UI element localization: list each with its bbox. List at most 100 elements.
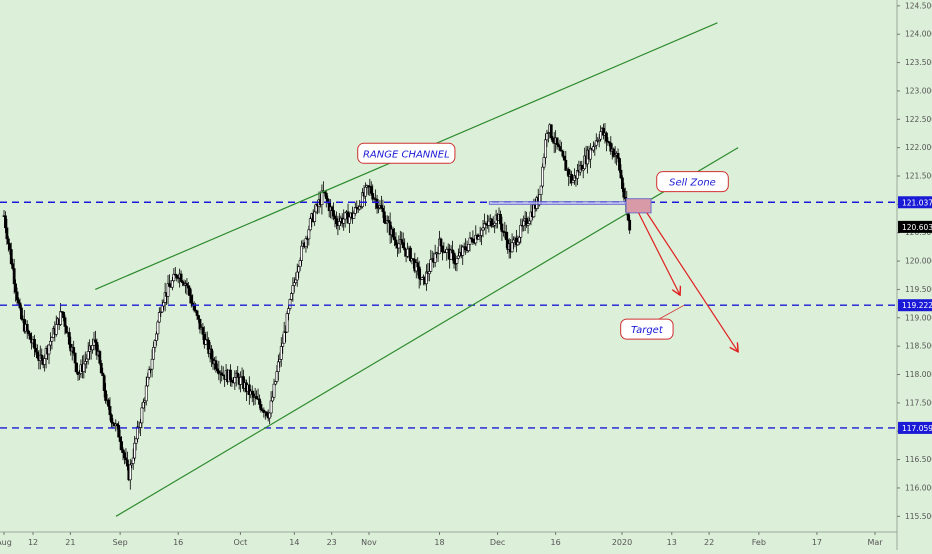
candle-body [285, 313, 289, 333]
candle [616, 148, 620, 163]
candle [111, 418, 115, 429]
candle-body [499, 213, 502, 225]
candle-body [131, 457, 135, 464]
candle [564, 150, 568, 171]
candle-body [15, 291, 19, 301]
candle-body [564, 159, 568, 171]
projection-arrow[interactable] [646, 212, 738, 352]
candle-body [279, 346, 283, 360]
candle-body [409, 247, 412, 262]
candle-body [85, 358, 89, 362]
candle-body [214, 360, 218, 370]
candle [125, 451, 129, 471]
candle [361, 188, 364, 209]
resistance-band[interactable] [488, 201, 644, 205]
candle-body [393, 236, 396, 241]
candle-body [108, 406, 112, 416]
candle-body [391, 228, 395, 238]
candle-body [118, 436, 122, 442]
candle [133, 435, 137, 461]
candle-body [47, 344, 51, 355]
price-tick-label: 120.000 [905, 257, 932, 266]
range-channel-label: RANGE CHANNEL [363, 149, 450, 160]
time-tick-label: Dec [490, 538, 505, 547]
candle [455, 255, 459, 272]
candle-body [561, 150, 565, 157]
candle-body [11, 263, 15, 269]
last-price-badge [898, 220, 932, 233]
candle-body [295, 271, 299, 281]
sell-zone-box[interactable] [625, 198, 652, 214]
candle-body [456, 255, 460, 259]
candle-body [616, 153, 620, 159]
candle-body [591, 146, 595, 151]
candle-body [255, 396, 258, 400]
candle-body [153, 340, 157, 348]
candle-body [107, 399, 110, 407]
candle-body [544, 139, 547, 158]
candle-body [72, 347, 76, 354]
candle-body [101, 372, 105, 376]
candle [156, 319, 160, 340]
candle-body [139, 422, 142, 428]
candle-body [551, 137, 555, 142]
candle-body [500, 223, 504, 232]
candle [352, 210, 356, 219]
projection-arrow[interactable] [638, 212, 680, 295]
candle [427, 263, 431, 282]
range-channel-label-callout[interactable]: RANGE CHANNEL [357, 142, 456, 164]
candle-body [35, 351, 39, 359]
candle [500, 216, 504, 241]
candle-body [146, 376, 150, 387]
candle [562, 155, 566, 161]
candle-body [512, 239, 515, 244]
candle-body [352, 213, 356, 219]
candle [594, 133, 598, 150]
price-tick-label: 124.500 [905, 1, 932, 10]
candle [108, 397, 112, 421]
candle-body [179, 273, 183, 282]
candle-body [5, 227, 9, 240]
candle [50, 336, 54, 350]
candle-body [381, 207, 385, 213]
candle-body [487, 220, 491, 226]
candle-body [144, 385, 148, 402]
time-tick-label: 21 [65, 538, 75, 547]
candle-body [17, 299, 20, 304]
candle [589, 143, 592, 169]
target-label-callout[interactable]: Target [620, 318, 674, 340]
price-axis: 124.500 124.000 123.500 123.000 122.500 122.0… [896, 0, 932, 550]
candle [409, 245, 412, 263]
candle-body [618, 158, 621, 171]
candle-body [307, 229, 311, 240]
time-axis: Aug 12 21 Sep 16 Oct 14 23 Nov 18 Dec 16 2020 13 22 Feb… [0, 531, 897, 547]
time-tick-label: Sep [113, 538, 128, 547]
time-tick-label: 17 [812, 538, 822, 547]
candle-body [128, 464, 132, 481]
candle [146, 372, 150, 387]
candle-body [528, 220, 531, 224]
candle [439, 237, 443, 253]
candle-body [201, 327, 205, 335]
candle-body [152, 346, 155, 360]
candle-body [519, 224, 523, 238]
candle [28, 332, 32, 340]
candle-body [526, 223, 530, 226]
candle [59, 302, 63, 326]
candle [544, 133, 547, 165]
candle [332, 202, 335, 221]
candle-body [150, 358, 154, 370]
candle-body [274, 381, 277, 385]
candle-body [192, 305, 196, 311]
candle-body [290, 293, 293, 300]
time-tick-label: Mar [867, 538, 883, 547]
sell-zone-label-callout[interactable]: Sell Zone [656, 171, 729, 193]
candle [12, 258, 16, 294]
candle-body [27, 330, 31, 334]
price-tick-label: 118.500 [905, 342, 932, 351]
candle [197, 314, 200, 324]
candle-body [91, 345, 94, 351]
candle-body [599, 131, 603, 140]
